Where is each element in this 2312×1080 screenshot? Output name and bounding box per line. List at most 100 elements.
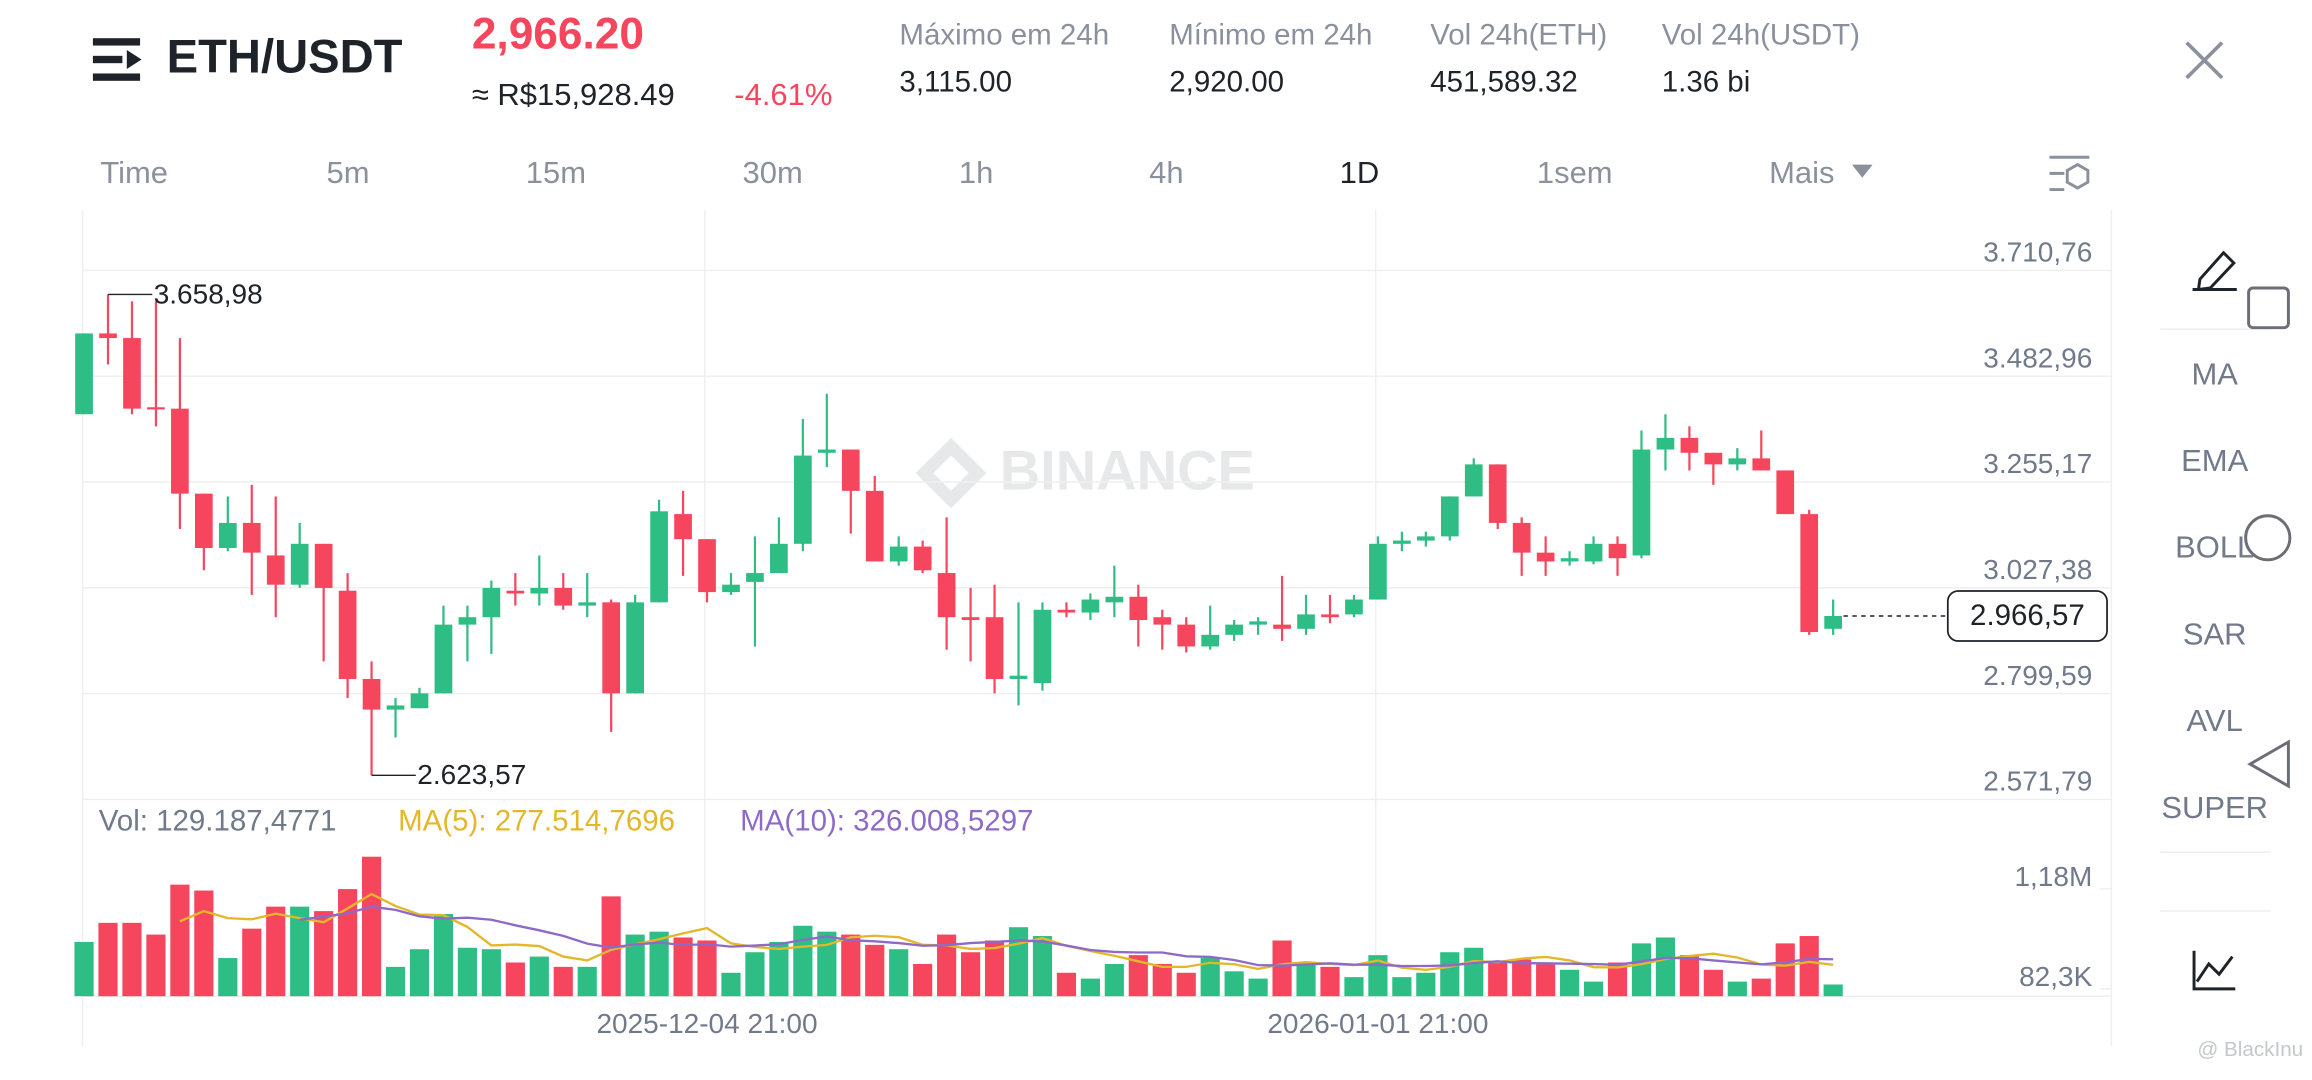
candle-body	[1632, 449, 1651, 556]
candle-body	[386, 705, 405, 710]
y-tick-label: 3.027,38	[1983, 554, 2092, 585]
volume-bar	[1392, 977, 1412, 997]
nav-back[interactable]	[2247, 739, 2290, 789]
volume-bar	[1152, 963, 1172, 997]
symbol[interactable]: ETH/USDT	[167, 30, 403, 83]
stat-label: Máximo em 24h	[899, 19, 1109, 52]
close-button[interactable]	[2185, 41, 2224, 80]
candle-body	[554, 587, 573, 606]
volume-bar	[1128, 955, 1148, 997]
y-tick-label: 3.710,76	[1983, 237, 2092, 268]
volume-bar	[817, 931, 837, 997]
indicator[interactable]: BOLL	[2175, 530, 2254, 565]
volume-bar	[721, 972, 741, 997]
candle-body	[1345, 599, 1363, 615]
candle-body	[506, 590, 525, 594]
settings-hex	[2065, 162, 2090, 190]
volume-ma-line	[299, 905, 1834, 968]
stats: Máximo em 24h 3,115.00 Mínimo em 24h 2,920.…	[899, 19, 1860, 99]
candle-body	[913, 546, 932, 571]
volume-bar	[505, 962, 525, 997]
x-tick-label: 2026-01-01 21:00	[1267, 1008, 1488, 1039]
draw-tool[interactable]	[2192, 250, 2237, 292]
candle-body	[1105, 596, 1124, 603]
indicator[interactable]: EMA	[2181, 443, 2248, 478]
indicator[interactable]: SUPER	[2161, 790, 2268, 825]
y-tick-label: 2.799,59	[1983, 660, 2092, 691]
candle-body	[602, 602, 621, 694]
volume-bar	[960, 952, 981, 997]
volume-bar	[1272, 940, 1292, 997]
volume-bar	[841, 934, 861, 997]
volume-bar	[242, 928, 262, 997]
candle-body	[242, 522, 261, 553]
volume-bar	[266, 906, 286, 997]
candle-body	[1752, 458, 1771, 471]
fiat-price: ≈ R$15,928.49	[472, 77, 675, 112]
timeframe[interactable]: 30m	[743, 155, 803, 190]
candle-body	[1560, 558, 1579, 562]
volume-bar	[290, 906, 310, 997]
nav-recent[interactable]	[2247, 286, 2290, 330]
candle-body	[266, 555, 285, 585]
volume-bar	[1823, 984, 1843, 997]
volume-bar	[1296, 962, 1316, 997]
timeframe[interactable]: Mais	[1769, 155, 1834, 190]
candle-body	[1201, 634, 1220, 647]
candle-body	[889, 546, 908, 562]
volume-bar	[577, 966, 597, 997]
candle-body	[1393, 540, 1411, 544]
indicator[interactable]: SAR	[2183, 616, 2247, 651]
candle-body	[626, 602, 644, 694]
candle-body	[1057, 609, 1076, 613]
volume-bar	[1488, 961, 1508, 997]
volume-legend: MA(5): 277.514,7696	[398, 805, 675, 838]
high-label: 3.658,98	[154, 278, 263, 309]
timeframe[interactable]: 15m	[526, 155, 586, 190]
volume-bar	[361, 856, 382, 997]
chart-icon[interactable]	[2192, 950, 2236, 991]
candle-body	[770, 543, 788, 574]
nav-home[interactable]	[2244, 514, 2292, 562]
candle-body	[578, 602, 597, 606]
volume-bar	[984, 940, 1005, 997]
volume-bar	[937, 934, 957, 997]
volume-bar	[1607, 962, 1628, 997]
volume-bar	[1032, 936, 1053, 997]
indicator[interactable]: MA	[2191, 356, 2238, 391]
timeframe[interactable]: 1h	[959, 155, 993, 190]
settings-icon[interactable]	[2049, 155, 2090, 192]
timeframe[interactable]: 1sem	[1537, 155, 1613, 190]
volume-bar	[1583, 981, 1604, 997]
volume-bar	[913, 963, 933, 997]
candle-body	[1704, 452, 1723, 465]
stat-value: 1.36 bi	[1662, 66, 1750, 99]
volume-bar	[1679, 955, 1699, 997]
candle-body	[1464, 464, 1483, 497]
volume-bar	[673, 937, 693, 997]
volume-bar	[1655, 937, 1676, 997]
indicator-list: MA EMA BOLL SAR AVL SUPER	[2161, 356, 2268, 824]
timeframe[interactable]: Time	[100, 155, 168, 190]
timeframe[interactable]: 4h	[1149, 155, 1183, 190]
volume-bar	[1440, 952, 1460, 997]
candle-body	[817, 449, 836, 453]
candle-body	[362, 678, 381, 710]
timeframe[interactable]: 1D	[1340, 155, 1380, 190]
indicator[interactable]: AVL	[2187, 703, 2243, 738]
candle-body	[1440, 496, 1459, 537]
volume-bar	[1536, 963, 1556, 997]
menu-icon[interactable]	[92, 38, 142, 81]
volume-bar	[1775, 943, 1795, 997]
timeframe[interactable]: 5m	[326, 155, 369, 190]
volume-bar	[1248, 978, 1268, 997]
candle-body	[458, 617, 477, 625]
candle-body	[1488, 464, 1507, 523]
volume-bar	[385, 966, 406, 997]
volume-bar	[745, 952, 765, 997]
volume-bar	[1200, 958, 1220, 997]
volume-tick-label: 1,18M	[2014, 861, 2092, 892]
last-price: 2,966.20	[472, 9, 644, 58]
